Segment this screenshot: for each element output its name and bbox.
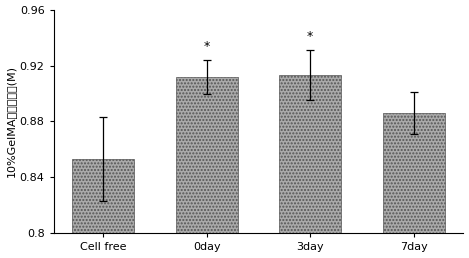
Bar: [72, 159, 134, 233]
Bar: [279, 75, 341, 233]
Text: *: *: [204, 40, 210, 53]
Bar: [176, 77, 238, 233]
Y-axis label: 10%GelMA平衡水含量(M): 10%GelMA平衡水含量(M): [6, 66, 15, 178]
Text: *: *: [307, 30, 313, 43]
Bar: [383, 113, 445, 233]
